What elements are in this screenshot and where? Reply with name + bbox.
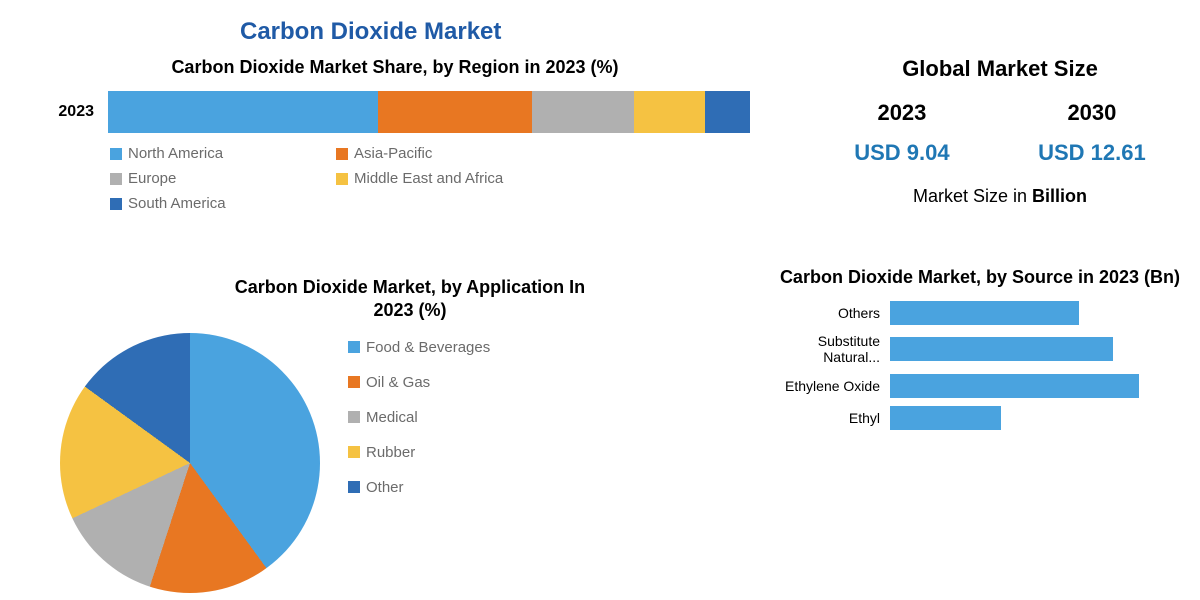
source-bar-label: Ethylene Oxide: [770, 378, 890, 394]
market-size-col-1: 2030 USD 12.61: [1038, 100, 1146, 166]
source-bar-row: Others: [770, 301, 1190, 325]
region-legend: North America Asia-Pacific Europe Middle Ea…: [40, 133, 750, 212]
legend-swatch: [110, 173, 122, 185]
legend-swatch: [348, 341, 360, 353]
footnote-prefix: Market Size in: [913, 186, 1032, 206]
source-bar: [890, 374, 1139, 398]
region-stacked-bar: [108, 91, 750, 133]
source-bar-label: Others: [770, 305, 890, 321]
market-size-value-0: USD 9.04: [854, 140, 949, 166]
legend-item: North America: [110, 145, 310, 162]
legend-swatch: [348, 376, 360, 388]
region-share-chart: Carbon Dioxide Market Share, by Region i…: [20, 46, 770, 266]
legend-swatch: [348, 481, 360, 493]
source-bar: [890, 301, 1079, 325]
legend-swatch: [110, 148, 122, 160]
legend-swatch: [348, 446, 360, 458]
legend-label: South America: [128, 195, 226, 212]
legend-item: Middle East and Africa: [336, 170, 536, 187]
source-chart-title: Carbon Dioxide Market, by Source in 2023…: [770, 266, 1190, 289]
legend-label: Rubber: [366, 444, 415, 461]
legend-label: Medical: [366, 409, 418, 426]
region-segment: [108, 91, 378, 133]
region-segment: [634, 91, 705, 133]
region-segment: [378, 91, 532, 133]
legend-label: Europe: [128, 170, 176, 187]
source-bar-chart: Carbon Dioxide Market, by Source in 2023…: [770, 266, 1200, 596]
source-bar-row: Ethyl: [770, 406, 1190, 430]
dashboard-grid: Carbon Dioxide Market Share, by Region i…: [0, 46, 1200, 596]
application-pie-chart: Carbon Dioxide Market, by Application In…: [20, 266, 770, 596]
region-segment: [532, 91, 635, 133]
region-chart-title: Carbon Dioxide Market Share, by Region i…: [40, 56, 750, 79]
source-bar: [890, 337, 1113, 361]
market-size-year-1: 2030: [1038, 100, 1146, 126]
page-title: Carbon Dioxide Market: [0, 0, 1200, 46]
market-size-title: Global Market Size: [810, 56, 1190, 82]
legend-item: Medical: [348, 409, 548, 426]
source-bar-row: Substitute Natural...: [770, 333, 1190, 365]
source-bar-row: Ethylene Oxide: [770, 374, 1190, 398]
market-size-col-0: 2023 USD 9.04: [854, 100, 949, 166]
pie-slices: [60, 333, 320, 593]
legend-item: Oil & Gas: [348, 374, 548, 391]
legend-item: Rubber: [348, 444, 548, 461]
source-bar-track: [890, 374, 1190, 398]
source-bar-label: Ethyl: [770, 410, 890, 426]
market-size-panel: Global Market Size 2023 USD 9.04 2030 US…: [770, 46, 1200, 266]
market-size-year-0: 2023: [854, 100, 949, 126]
application-legend: Food & Beverages Oil & Gas Medical Rubber Ot…: [348, 333, 548, 496]
source-bar-track: [890, 406, 1190, 430]
legend-label: Other: [366, 479, 404, 496]
legend-item: Other: [348, 479, 548, 496]
legend-item: South America: [110, 195, 310, 212]
source-bar-track: [890, 337, 1190, 361]
region-row-label: 2023: [40, 103, 94, 121]
pie-container: [60, 333, 320, 593]
legend-swatch: [110, 198, 122, 210]
legend-label: Middle East and Africa: [354, 170, 503, 187]
region-bar-row: 2023: [40, 91, 750, 133]
legend-label: Asia-Pacific: [354, 145, 432, 162]
legend-label: Food & Beverages: [366, 339, 490, 356]
source-bar-rows: Others Substitute Natural... Ethylene Oxid…: [770, 301, 1190, 429]
legend-item: Asia-Pacific: [336, 145, 536, 162]
market-size-footnote: Market Size in Billion: [810, 186, 1190, 207]
source-bar-label: Substitute Natural...: [770, 333, 890, 365]
footnote-bold: Billion: [1032, 186, 1087, 206]
legend-item: Europe: [110, 170, 310, 187]
region-segment: [705, 91, 750, 133]
legend-swatch: [336, 148, 348, 160]
legend-label: Oil & Gas: [366, 374, 430, 391]
legend-label: North America: [128, 145, 223, 162]
legend-swatch: [348, 411, 360, 423]
application-chart-title: Carbon Dioxide Market, by Application In…: [230, 276, 590, 323]
source-bar-track: [890, 301, 1190, 325]
market-size-row: 2023 USD 9.04 2030 USD 12.61: [810, 100, 1190, 166]
source-bar: [890, 406, 1001, 430]
legend-swatch: [336, 173, 348, 185]
market-size-value-1: USD 12.61: [1038, 140, 1146, 166]
legend-item: Food & Beverages: [348, 339, 548, 356]
